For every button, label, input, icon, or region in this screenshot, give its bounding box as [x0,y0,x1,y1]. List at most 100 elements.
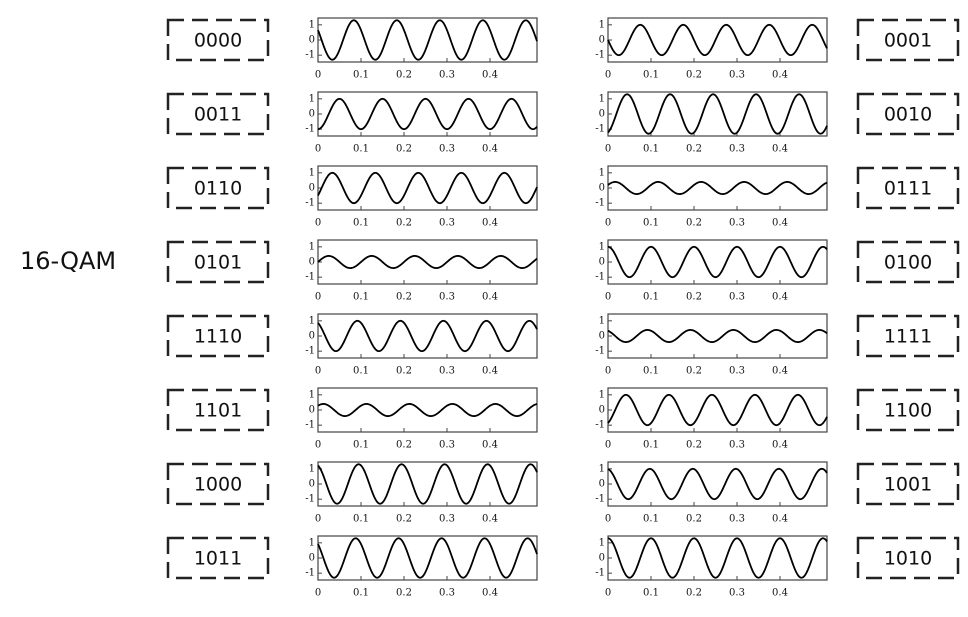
code-box [166,536,270,580]
y-tick-label: -1 [595,494,605,505]
code-label: 1110 [194,326,242,348]
x-tick-label: 0.2 [686,70,702,81]
x-tick-label: 0.3 [729,70,745,81]
code-box [856,388,960,432]
y-tick-label: 1 [309,463,315,474]
y-tick-label: 1 [309,93,315,104]
y-tick-label: 0 [309,331,315,342]
x-tick-label: 0.3 [729,218,745,229]
y-tick-label: -1 [595,568,605,579]
x-tick-label: 0.4 [772,366,788,377]
y-tick-label: 0 [309,479,315,490]
y-tick-label: -1 [595,124,605,135]
x-tick-label: 0.4 [772,218,788,229]
plot-frame [607,313,828,359]
y-tick-label: 0 [309,257,315,268]
x-tick-label: 0.1 [643,440,659,451]
y-tick-label: -1 [595,272,605,283]
code-box [166,166,270,210]
code-label: 1000 [194,474,242,496]
x-tick-label: 0 [605,144,611,155]
waveform [317,403,538,417]
x-tick-label: 0.3 [439,514,455,525]
x-tick-label: 0.4 [772,70,788,81]
x-tick-label: 0.4 [482,70,498,81]
code-box [856,314,960,358]
code-label: 0110 [194,178,242,200]
x-tick-label: 0.2 [396,588,412,599]
y-tick-label: 1 [599,537,605,548]
x-tick-label: 0.1 [643,218,659,229]
y-tick-label: 0 [309,405,315,416]
code-box [166,388,270,432]
code-label: 1011 [194,548,242,570]
x-tick-label: 0 [605,366,611,377]
x-tick-label: 0 [315,514,321,525]
code-box [856,462,960,506]
y-tick-label: -1 [595,346,605,357]
x-tick-label: 0.2 [686,514,702,525]
y-tick-label: 1 [599,315,605,326]
x-tick-label: 0.4 [482,366,498,377]
x-tick-label: 0.3 [439,588,455,599]
x-tick-label: 0.1 [353,292,369,303]
x-tick-label: 0.4 [482,514,498,525]
x-tick-label: 0.3 [729,144,745,155]
x-tick-label: 0.2 [396,144,412,155]
x-tick-label: 0.1 [643,366,659,377]
waveform [317,97,538,131]
x-tick-label: 0 [315,144,321,155]
plot-frame [317,239,538,285]
code-box [166,92,270,136]
y-tick-label: -1 [595,420,605,431]
x-tick-label: 0.4 [772,588,788,599]
x-tick-label: 0 [315,366,321,377]
x-tick-label: 0 [605,218,611,229]
x-tick-label: 0 [605,440,611,451]
x-tick-label: 0.1 [643,144,659,155]
y-tick-label: 0 [599,553,605,564]
y-tick-label: -1 [305,568,315,579]
code-label: 0001 [884,30,932,52]
x-tick-label: 0.2 [396,218,412,229]
x-tick-label: 0.3 [729,588,745,599]
y-tick-label: 0 [309,553,315,564]
y-tick-label: 0 [599,257,605,268]
x-tick-label: 0.3 [439,292,455,303]
y-tick-label: 1 [599,167,605,178]
y-tick-label: 1 [599,389,605,400]
y-tick-label: -1 [305,124,315,135]
y-tick-label: 0 [309,183,315,194]
x-tick-label: 0 [315,588,321,599]
waveform [607,537,828,579]
x-tick-label: 0.1 [643,292,659,303]
y-tick-label: 1 [309,389,315,400]
x-tick-label: 0.2 [396,292,412,303]
x-tick-label: 0.1 [353,366,369,377]
y-tick-label: -1 [595,198,605,209]
y-tick-label: 1 [309,537,315,548]
x-tick-label: 0.2 [396,514,412,525]
y-tick-label: 1 [599,241,605,252]
code-box [166,18,270,62]
x-tick-label: 0.2 [686,292,702,303]
x-tick-label: 0.2 [396,366,412,377]
x-tick-label: 0.3 [439,440,455,451]
x-tick-label: 0.1 [353,144,369,155]
x-tick-label: 0.3 [439,70,455,81]
x-tick-label: 0 [315,70,321,81]
code-label: 0101 [194,252,242,274]
waveform [317,171,538,205]
x-tick-label: 0.4 [482,144,498,155]
x-tick-label: 0 [315,292,321,303]
code-box [856,92,960,136]
y-tick-label: 0 [599,331,605,342]
code-label: 0011 [194,104,242,126]
x-tick-label: 0.2 [686,588,702,599]
y-tick-label: 0 [599,405,605,416]
x-tick-label: 0.1 [643,70,659,81]
x-tick-label: 0.4 [772,144,788,155]
plot-frame [317,387,538,433]
code-box [166,240,270,284]
